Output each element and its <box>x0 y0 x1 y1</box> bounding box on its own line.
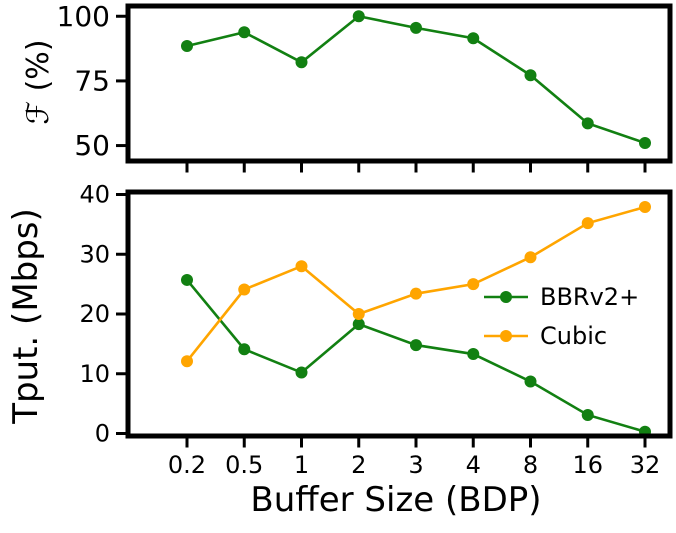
x-tick-label: 16 <box>572 451 603 479</box>
legend-label: Cubic <box>540 322 607 350</box>
x-tick-label: 8 <box>523 451 538 479</box>
top-y-tick-label: 75 <box>74 64 110 97</box>
top-y-axis-label: ℱ (%) <box>21 39 56 124</box>
x-axis-label: Buffer Size (BDP) <box>250 480 541 520</box>
top-series-0-point <box>352 10 365 23</box>
x-tick-label: 0.2 <box>168 451 206 479</box>
bottom-series-0-point <box>352 318 365 331</box>
top-plot-frame <box>125 3 673 164</box>
legend-label: BBRv2+ <box>540 283 639 311</box>
bottom-y-tick-label: 30 <box>79 240 110 268</box>
bottom-y-tick-label: 10 <box>79 360 110 388</box>
top-series-layer <box>181 10 651 149</box>
top-series-0-point <box>639 136 651 149</box>
bottom-series-1-point <box>295 260 308 273</box>
bottom-series-0-point <box>581 408 594 421</box>
bottom-x-ticks: 0.2 0.5 1 2 3 4 8 16 32 <box>168 436 660 479</box>
bottom-y-tick-label: 40 <box>79 181 110 209</box>
bottom-series-0-point <box>524 375 537 388</box>
bottom-panel: 0 10 20 30 40 0.2 0.5 1 2 3 4 8 16 32 Tput. (Mbps) B… <box>6 181 673 520</box>
bottom-series-0-point <box>295 366 308 379</box>
bottom-series-0-point <box>181 273 193 286</box>
bottom-series-1-point <box>238 283 251 296</box>
bottom-series-0-point <box>238 343 251 356</box>
x-tick-label: 32 <box>630 451 661 479</box>
legend-marker <box>500 291 512 303</box>
top-series-0-point <box>524 69 537 82</box>
bottom-y-axis-label: Tput. (Mbps) <box>6 208 46 425</box>
bottom-series-1-point <box>352 308 365 320</box>
bottom-y-ticks: 0 10 20 30 40 <box>79 181 128 448</box>
bottom-series-1-point <box>181 355 193 368</box>
top-series-0-point <box>295 56 308 69</box>
top-series-0-point <box>181 40 193 52</box>
bottom-y-tick-label: 0 <box>95 420 110 448</box>
bottom-series-1-point <box>467 278 480 291</box>
bottom-series-0-point <box>410 339 422 352</box>
top-x-ticks <box>185 161 647 173</box>
top-series-0-line <box>186 14 646 145</box>
bottom-series-0-point <box>467 348 480 361</box>
legend: BBRv2+ Cubic <box>484 283 639 350</box>
top-series-0-point <box>410 21 422 34</box>
x-tick-label: 3 <box>408 451 423 479</box>
top-series-0-point <box>467 32 480 45</box>
top-panel: 50 75 100 ℱ (%) <box>21 0 673 173</box>
top-series-0-point <box>581 117 594 130</box>
bottom-series-1-point <box>639 201 651 214</box>
x-tick-label: 2 <box>351 451 366 479</box>
bottom-series-1-point <box>410 287 422 300</box>
bottom-series-1-point <box>581 217 594 230</box>
x-tick-label: 1 <box>294 451 309 479</box>
bottom-series-layer <box>181 201 651 438</box>
top-y-tick-label: 100 <box>57 0 110 33</box>
legend-marker <box>500 330 512 342</box>
x-tick-label: 4 <box>466 451 481 479</box>
top-y-ticks: 50 75 100 <box>57 0 128 162</box>
bottom-series-1-point <box>524 251 537 264</box>
top-series-0-point <box>238 26 251 39</box>
x-tick-label: 0.5 <box>225 451 263 479</box>
bottom-y-tick-label: 20 <box>79 300 110 328</box>
top-y-tick-label: 50 <box>74 129 110 162</box>
